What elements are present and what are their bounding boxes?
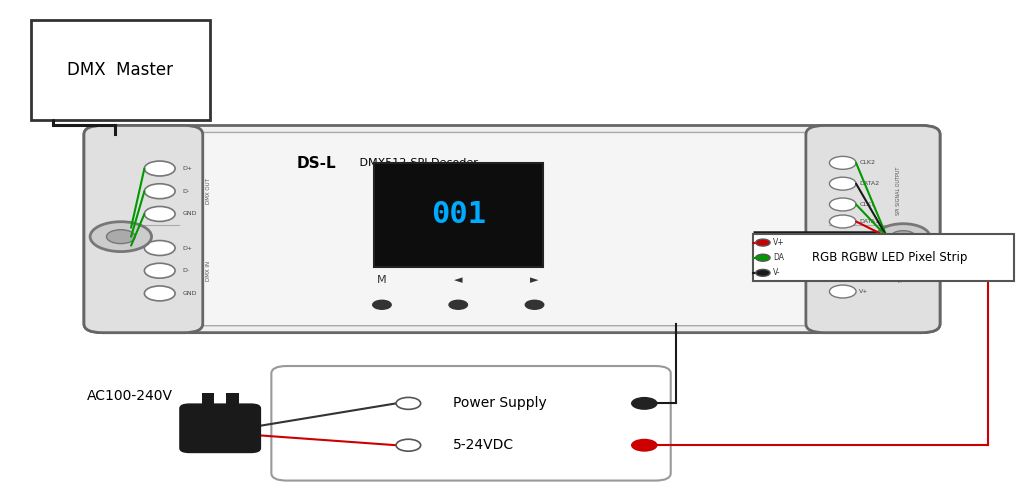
Circle shape (396, 439, 421, 451)
Circle shape (829, 264, 856, 277)
Text: D-: D- (182, 268, 189, 273)
Circle shape (891, 231, 915, 243)
Text: GND: GND (182, 212, 197, 217)
Circle shape (144, 207, 175, 222)
Text: DS-L: DS-L (297, 156, 337, 171)
Text: D-: D- (182, 189, 189, 194)
Circle shape (829, 285, 856, 298)
FancyBboxPatch shape (374, 163, 543, 267)
Text: SPI SIGNAL OUTPUT: SPI SIGNAL OUTPUT (896, 167, 900, 216)
Circle shape (756, 269, 770, 276)
Circle shape (829, 198, 856, 211)
FancyBboxPatch shape (753, 234, 1014, 281)
Text: V-: V- (773, 268, 780, 277)
Circle shape (829, 215, 856, 228)
Circle shape (144, 241, 175, 255)
Text: ◄: ◄ (454, 275, 463, 285)
Text: CLK1: CLK1 (859, 202, 876, 207)
FancyBboxPatch shape (84, 125, 203, 333)
FancyBboxPatch shape (806, 125, 940, 333)
Circle shape (396, 397, 421, 409)
Text: V+: V+ (859, 289, 868, 294)
Circle shape (631, 397, 657, 410)
Circle shape (525, 300, 544, 309)
FancyBboxPatch shape (96, 132, 928, 326)
Circle shape (756, 254, 770, 261)
Text: AC100-240V: AC100-240V (87, 389, 173, 403)
Text: GND: GND (182, 291, 197, 296)
Text: ►: ► (530, 275, 539, 285)
Text: 5-24VDC: 5-24VDC (453, 438, 514, 452)
Text: V-: V- (859, 246, 865, 250)
Bar (226, 393, 239, 408)
Circle shape (877, 224, 930, 249)
Circle shape (144, 161, 175, 176)
Text: V+: V+ (773, 238, 784, 247)
Text: DA: DA (773, 253, 784, 262)
Text: RGB RGBW LED Pixel Strip: RGB RGBW LED Pixel Strip (812, 251, 968, 264)
Circle shape (144, 286, 175, 301)
Text: DMX OUT: DMX OUT (207, 178, 211, 204)
Circle shape (144, 263, 175, 278)
Circle shape (631, 439, 657, 452)
Text: D+: D+ (182, 246, 193, 250)
Circle shape (829, 156, 856, 169)
Circle shape (829, 242, 856, 254)
Circle shape (373, 300, 391, 309)
Text: DATA1: DATA1 (859, 219, 880, 224)
Text: INPUT
5-24VDC: INPUT 5-24VDC (893, 260, 903, 281)
Circle shape (144, 184, 175, 199)
Circle shape (90, 222, 152, 251)
Text: V-: V- (859, 268, 865, 273)
Text: 001: 001 (431, 200, 485, 230)
Text: M: M (377, 275, 387, 285)
Circle shape (106, 230, 135, 244)
Circle shape (449, 300, 467, 309)
FancyBboxPatch shape (31, 20, 210, 120)
Text: DATA2: DATA2 (859, 181, 880, 186)
Circle shape (756, 239, 770, 246)
Text: Power Supply: Power Supply (453, 396, 547, 410)
Circle shape (829, 177, 856, 190)
Text: DMX IN: DMX IN (207, 260, 211, 281)
Text: DMX  Master: DMX Master (68, 61, 173, 79)
Text: CLK2: CLK2 (859, 160, 876, 165)
FancyBboxPatch shape (84, 125, 940, 333)
Text: D+: D+ (182, 166, 193, 171)
FancyBboxPatch shape (271, 366, 671, 481)
FancyBboxPatch shape (179, 403, 261, 453)
Text: DMX512-SPI Decoder: DMX512-SPI Decoder (356, 158, 478, 168)
Bar (202, 393, 214, 408)
